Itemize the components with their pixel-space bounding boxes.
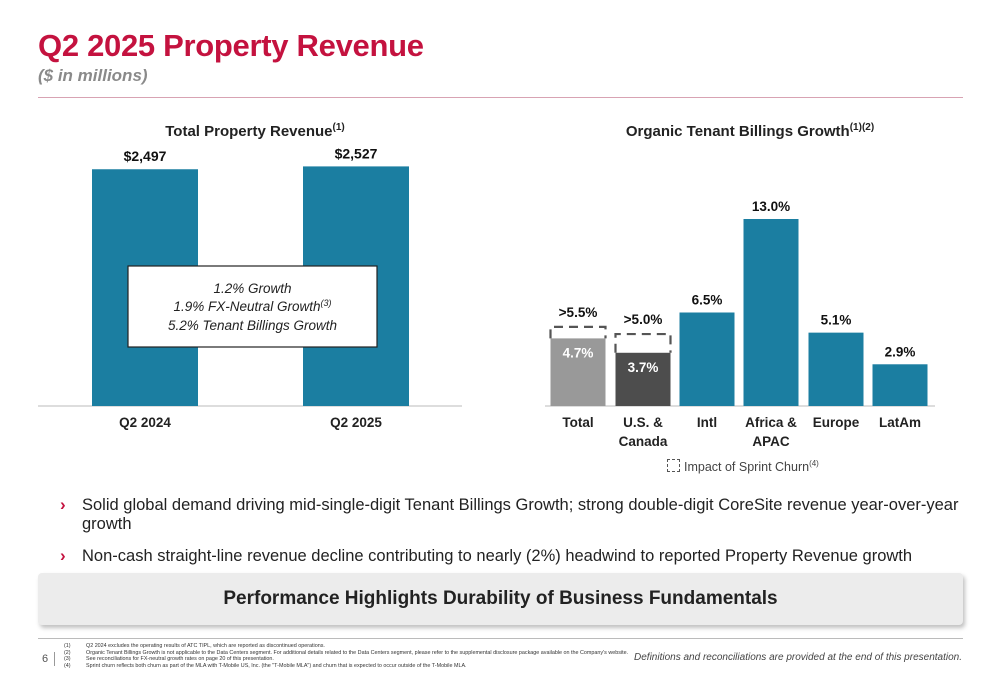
data-label: 3.7% [628, 360, 659, 375]
bar [743, 219, 799, 406]
tick-label: LatAm [879, 415, 921, 430]
tick-label: Canada [619, 434, 668, 449]
footer-note: Definitions and reconciliations are prov… [634, 652, 962, 663]
callout-line: 5.2% Tenant Billings Growth [168, 318, 337, 333]
footer-divider [38, 638, 963, 639]
page-title: Q2 2025 Property Revenue [38, 28, 424, 63]
chevron-right-icon: › [60, 546, 66, 565]
growth-callout-box [127, 265, 378, 348]
bullet-item: › Solid global demand driving mid-single-… [60, 495, 959, 533]
data-label: $2,497 [124, 148, 167, 164]
bar [872, 364, 928, 406]
footnotes: (1) Q2 2024 excludes the operating result… [64, 643, 629, 669]
impact-label: >5.0% [624, 312, 663, 327]
data-label: 5.1% [821, 313, 852, 328]
bar [550, 338, 606, 406]
highlight-banner: Performance Highlights Durability of Bus… [38, 573, 963, 625]
tick-label: Intl [697, 415, 717, 430]
page-subtitle: ($ in millions) [38, 66, 148, 85]
callout-line: 1.2% Growth [213, 281, 291, 296]
sprint-churn-impact-outline [614, 332, 672, 353]
footnote: (4) Sprint churn reflects both churn as p… [64, 662, 467, 669]
chart-title-total-property-revenue: Total Property Revenue(1) [165, 122, 345, 140]
data-label: 6.5% [692, 293, 723, 308]
bar [679, 312, 735, 406]
bar [615, 352, 671, 406]
chart-title-organic-tenant-billings: Organic Tenant Billings Growth(1)(2) [625, 122, 875, 140]
data-label: 4.7% [563, 345, 594, 360]
data-label: 13.0% [752, 199, 790, 214]
data-label: 2.9% [885, 344, 916, 359]
bar [808, 332, 864, 406]
data-label: $2,527 [335, 145, 378, 161]
title-divider [38, 97, 963, 98]
tick-label: Africa & [745, 415, 797, 430]
callout-line: 1.9% FX-Neutral Growth(3) [173, 298, 331, 314]
footnote: (1) Q2 2024 excludes the operating result… [64, 643, 325, 649]
tick-label: Q2 2025 [330, 415, 382, 430]
tick-label: U.S. & [623, 415, 663, 430]
sprint-churn-legend: Impact of Sprint Churn(4) [667, 459, 819, 474]
bullet-list: › Solid global demand driving mid-single-… [60, 495, 980, 579]
bullet-item: › Non-cash straight-line revenue decline … [60, 546, 913, 565]
dashed-box-icon [667, 459, 680, 473]
page-number: 6 [42, 653, 49, 665]
tick-label: APAC [752, 434, 790, 449]
footnote: (2) Organic Tenant Billings Growth is not… [64, 649, 629, 656]
tick-label: Total [562, 415, 593, 430]
chevron-right-icon: › [60, 495, 66, 514]
footnote: (3) See reconciliations for FX-neutral gr… [64, 656, 274, 663]
impact-label: >5.5% [559, 305, 598, 320]
page-number-separator [54, 652, 55, 666]
sprint-churn-impact-outline [549, 325, 607, 339]
tick-label: Europe [813, 415, 860, 430]
tick-label: Q2 2024 [119, 415, 171, 430]
